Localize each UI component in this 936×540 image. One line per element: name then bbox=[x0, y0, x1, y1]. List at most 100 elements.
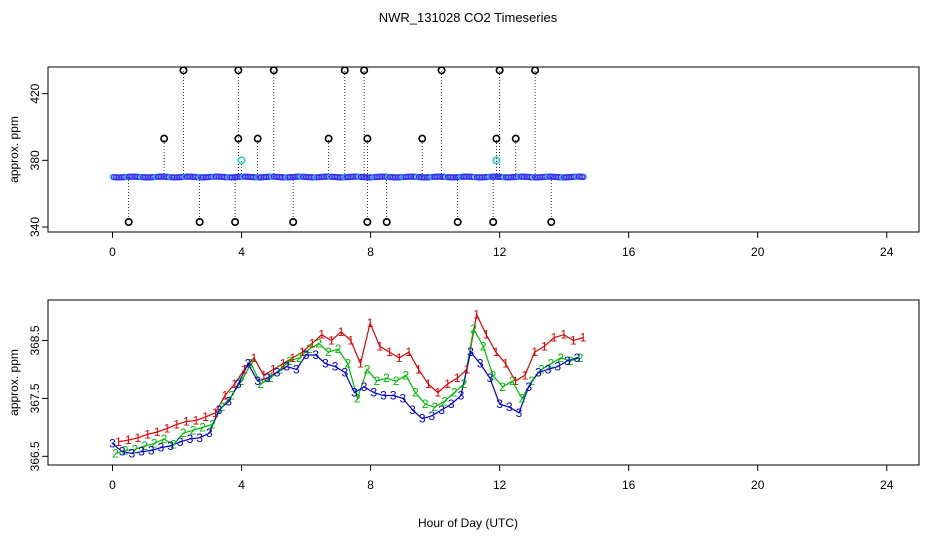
outlier-point-cyan bbox=[237, 156, 246, 165]
series-1-point: 1 bbox=[376, 339, 383, 353]
series-1-point: 1 bbox=[570, 334, 577, 348]
series-2-point: 2 bbox=[277, 362, 284, 376]
panel-top-xtick-label: 24 bbox=[880, 245, 894, 259]
series-3-point: 3 bbox=[361, 380, 368, 394]
series-3-point: 3 bbox=[535, 365, 542, 379]
series-3-point: 3 bbox=[187, 432, 194, 446]
panel-bottom: approx. ppm Hour of Day (UTC) 0 4 8 12 16 20 2… bbox=[7, 299, 920, 530]
series-2-point: 2 bbox=[490, 368, 497, 382]
series-1-point: 1 bbox=[328, 334, 335, 348]
series-3-point: 3 bbox=[477, 357, 484, 371]
series-2-point: 2 bbox=[412, 386, 419, 400]
series-2-point: 2 bbox=[461, 377, 468, 391]
series-1-point: 1 bbox=[135, 431, 142, 445]
series-1-point: 1 bbox=[338, 325, 345, 339]
series-3-point: 3 bbox=[303, 348, 310, 362]
series-3-point: 3 bbox=[525, 380, 532, 394]
series-2-point: 2 bbox=[238, 374, 245, 388]
series-3-point: 3 bbox=[196, 431, 203, 445]
panel-top-xtick-label: 20 bbox=[751, 245, 765, 259]
series-1-point: 1 bbox=[154, 425, 161, 439]
outlier-point-low bbox=[547, 218, 556, 227]
series-1-point: 1 bbox=[241, 362, 248, 376]
series-1-point: 1 bbox=[435, 386, 442, 400]
series-2-point: 2 bbox=[141, 439, 148, 453]
series-1-point: 1 bbox=[473, 307, 480, 321]
series-2-point: 2 bbox=[577, 351, 584, 365]
series-2-point: 2 bbox=[257, 377, 264, 391]
series-3-point: 3 bbox=[167, 439, 174, 453]
outlier-point-mid bbox=[324, 134, 333, 143]
series-2-point: 2 bbox=[325, 345, 332, 359]
panel-bottom-xtick-label: 20 bbox=[751, 478, 765, 492]
series-1-point: 1 bbox=[425, 377, 432, 391]
series-2-point: 2 bbox=[567, 354, 574, 368]
series-1-point: 1 bbox=[551, 331, 558, 345]
series-3-point: 3 bbox=[380, 389, 387, 403]
panel-top-ytick-label: 420 bbox=[28, 83, 42, 103]
outlier-point-low bbox=[289, 218, 298, 227]
series-2-point: 2 bbox=[557, 351, 564, 365]
series-1-point: 1 bbox=[502, 357, 509, 371]
series-2-point: 2 bbox=[422, 397, 429, 411]
series-2-point: 2 bbox=[393, 374, 400, 388]
outlier-point-low bbox=[231, 218, 240, 227]
series-1-point: 1 bbox=[318, 328, 325, 342]
series-1-point: 1 bbox=[444, 377, 451, 391]
series-3-point: 3 bbox=[119, 445, 126, 459]
outlier-point-low bbox=[195, 218, 204, 227]
series-2-point: 2 bbox=[548, 357, 555, 371]
series-1-point: 1 bbox=[222, 389, 229, 403]
outlier-point-high bbox=[495, 66, 504, 75]
series-2-point: 2 bbox=[538, 362, 545, 376]
series-2-point: 2 bbox=[383, 371, 390, 385]
series-1-point: 1 bbox=[231, 377, 238, 391]
series-3-point: 3 bbox=[351, 386, 358, 400]
series-2-point: 2 bbox=[432, 400, 439, 414]
series-3-point: 3 bbox=[458, 389, 465, 403]
series-2-point: 2 bbox=[151, 437, 158, 451]
panel-top-xtick-label: 16 bbox=[622, 245, 636, 259]
series-3-point: 3 bbox=[448, 397, 455, 411]
panel-bottom-ytick-label: 367.5 bbox=[28, 383, 42, 413]
series-1-point: 1 bbox=[115, 435, 122, 449]
series-1-point: 1 bbox=[280, 357, 287, 371]
series-1-point: 1 bbox=[212, 406, 219, 420]
series-1-point: 1 bbox=[299, 345, 306, 359]
series-2-point: 2 bbox=[528, 374, 535, 388]
outlier-point-mid bbox=[253, 134, 262, 143]
series-2-point: 2 bbox=[403, 368, 410, 382]
series-2-point: 2 bbox=[199, 420, 206, 434]
panel-bottom-frame bbox=[47, 299, 920, 466]
series-1-point: 1 bbox=[541, 339, 548, 353]
panel-top-xtick-label: 0 bbox=[109, 245, 116, 259]
outlier-point-high bbox=[234, 66, 243, 75]
panel-top-frame bbox=[47, 66, 920, 233]
panel-top-ytick-label: 380 bbox=[28, 150, 42, 170]
series-2-point: 2 bbox=[286, 354, 293, 368]
series-1-point: 1 bbox=[396, 351, 403, 365]
panel-bottom-ytick-label: 366.5 bbox=[28, 441, 42, 471]
outlier-point-mid bbox=[492, 134, 501, 143]
series-1-point: 1 bbox=[251, 351, 258, 365]
series-3-point: 3 bbox=[254, 374, 261, 388]
panel-top-ytick-label: 340 bbox=[28, 217, 42, 237]
panel-bottom-xtick-label: 8 bbox=[367, 478, 374, 492]
panel-top-xtick-label: 4 bbox=[238, 245, 245, 259]
panel-top-xtick-label: 12 bbox=[493, 245, 507, 259]
series-3-point: 3 bbox=[390, 389, 397, 403]
panel-bottom-ylabel: approx. ppm bbox=[7, 349, 21, 416]
series-3-point: 3 bbox=[158, 441, 165, 455]
series-1-point: 1 bbox=[483, 328, 490, 342]
series-2-point: 2 bbox=[335, 342, 342, 356]
series-2-point: 2 bbox=[373, 374, 380, 388]
series-1-point: 1 bbox=[309, 336, 316, 350]
series-2-point: 2 bbox=[209, 417, 216, 431]
series-1-point: 1 bbox=[512, 374, 519, 388]
series-3-point: 3 bbox=[148, 444, 155, 458]
series-2-point: 2 bbox=[499, 380, 506, 394]
series-3-point: 3 bbox=[177, 435, 184, 449]
series-3-point: 3 bbox=[235, 377, 242, 391]
series-2-point: 2 bbox=[122, 444, 129, 458]
